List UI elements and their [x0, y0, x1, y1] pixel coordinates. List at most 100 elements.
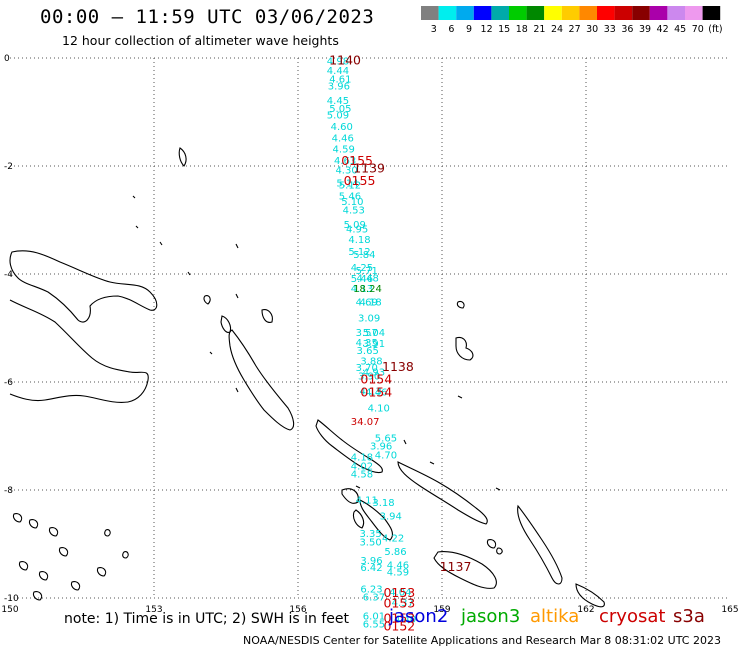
wave-height-value: 4.45 — [327, 96, 349, 107]
coastline-western-islets — [12, 513, 129, 601]
pass-time-labels: 1140015511390155113801540154113701530153… — [329, 52, 471, 633]
wave-height-value: 4.46 — [387, 560, 409, 571]
colorbar-label: 45 — [674, 24, 686, 35]
wave-height-value: 5.71 — [356, 266, 378, 277]
colorbar-swatch — [685, 6, 703, 20]
wave-height-value: 6.55 — [363, 620, 385, 631]
wave-height-value: 3.96 — [360, 556, 382, 567]
wave-height-value: 4.22 — [382, 533, 404, 544]
coastline-islet-2 — [178, 147, 187, 167]
wave-height-value: 6.42 — [360, 563, 382, 574]
wave-height-value: 3.96 — [328, 81, 350, 92]
wave-height-value: 4.35 — [356, 338, 378, 349]
lon-tick-label: 150 — [1, 605, 18, 615]
colorbar-swatch — [456, 6, 474, 20]
colorbar-swatch — [509, 6, 527, 20]
wave-height-value: 3.18 — [372, 498, 394, 509]
lat-tick-label: -10 — [4, 594, 19, 604]
page-subtitle: 12 hour collection of altimeter wave hei… — [62, 33, 339, 48]
wave-height-value: 4.58 — [351, 470, 373, 481]
wave-height-value: 5.46 — [351, 274, 373, 285]
lon-tick-label: 153 — [145, 605, 162, 615]
coastline-guadalcanal — [433, 551, 497, 589]
wave-height-value: 3.65 — [357, 346, 379, 357]
wave-height-value: 3.35 — [359, 529, 381, 540]
wave-height-value: 4.04 — [389, 587, 411, 598]
pass-time-label: 1138 — [382, 359, 414, 374]
wave-height-value: 4.13 — [359, 386, 381, 397]
lat-tick-label: -4 — [4, 270, 13, 280]
coastline-islet-5 — [132, 195, 501, 491]
wave-height-value: 4.25 — [351, 263, 373, 274]
pass-time-label: 0154 — [360, 385, 392, 400]
wave-height-value: 4.30 — [335, 166, 357, 177]
pass-time-label: 0152 — [383, 618, 415, 633]
wave-height-value: 3.94 — [380, 512, 402, 523]
satellite-legend-s3a: s3a — [673, 606, 705, 627]
wave-height-value: 5.14 — [336, 179, 358, 190]
coastline-makira — [575, 583, 605, 608]
wave-height-value: 4.95 — [346, 224, 368, 235]
colorbar-label: 9 — [466, 24, 472, 35]
wave-height-value: 4.53 — [343, 206, 365, 217]
pass-time-label: 1140 — [329, 52, 361, 67]
lat-tick-label: 0 — [4, 54, 10, 64]
wave-height-value: 4.02 — [351, 461, 373, 472]
wave-height-value: 3.96 — [370, 442, 392, 453]
lat-tick-label: -8 — [4, 486, 13, 496]
colorbar-label: 42 — [657, 24, 669, 35]
wave-height-value: 4.40 — [394, 614, 416, 625]
wave-height-value: 4.44 — [327, 66, 349, 77]
colorbar-label: (ft) — [708, 24, 722, 35]
pass-time-label: 0153 — [383, 585, 415, 600]
wave-height-value: 5.12 — [348, 247, 370, 258]
colorbar-label: 39 — [639, 24, 651, 35]
wave-height-value: 4.18 — [351, 452, 373, 463]
wave-height-value: 4.59 — [333, 145, 355, 156]
wave-height-value: 4.60 — [331, 122, 353, 133]
satellite-legend-cryosat: cryosat — [599, 606, 666, 627]
wave-height-value: 4.10 — [368, 404, 390, 415]
coastline-buka — [220, 315, 232, 333]
color-scale-legend: 3 6 9 12 15 18 21 24 27 30 33 36 39 42 45 70 (ft) — [421, 6, 723, 35]
lat-tick-label: -2 — [4, 162, 13, 172]
coastline-santa-isabel — [397, 461, 488, 525]
wave-height-value: 3.09 — [358, 314, 380, 325]
wave-height-value: 6.01 — [363, 612, 385, 623]
coastline-new-britain — [9, 299, 149, 403]
wave-height-value: 3.88 — [360, 357, 382, 368]
page-title: 00:00 – 11:59 UTC 03/06/2023 — [40, 6, 375, 28]
wave-height-value: 4.69 — [356, 297, 378, 308]
wave-height-value: 4.70 — [375, 451, 397, 462]
colorbar-swatch — [526, 6, 545, 20]
colorbar-label: 36 — [621, 24, 633, 35]
wave-height-value: 4.61 — [329, 74, 351, 85]
wave-height-value: 4.37 — [392, 598, 414, 609]
colorbar-swatch — [614, 6, 633, 20]
colorbar-label: 3 — [431, 24, 437, 35]
wave-height-value: 5.86 — [384, 547, 406, 558]
coastline-islet-3 — [261, 309, 273, 323]
wave-height-value: 5.05 — [329, 104, 351, 115]
pass-time-label: 0155 — [344, 173, 376, 188]
colorbar-label: 12 — [481, 24, 493, 35]
wave-height-value: 4.48 — [357, 274, 379, 285]
wave-height-value: 3.91 — [363, 339, 385, 350]
coastline-new-ireland — [9, 250, 158, 323]
colorbar-swatch — [438, 6, 457, 20]
wave-height-value: 4.93 — [363, 368, 385, 379]
wave-height-value: 6.23 — [360, 585, 382, 596]
wave-height-value: 4.18 — [359, 297, 381, 308]
colorbar-swatch — [561, 6, 580, 20]
wave-height-value: 5.65 — [375, 433, 397, 444]
coastlines — [9, 147, 605, 608]
colorbar-swatch — [491, 6, 509, 20]
wave-height-value: 3.50 — [359, 538, 381, 549]
pass-time-label: 1139 — [353, 160, 385, 175]
wave-height-value: 4.46 — [332, 134, 354, 145]
wave-height-value: 3.90 — [358, 371, 380, 382]
coastline-nggela — [486, 539, 503, 555]
wave-height-value: 3.70 — [356, 363, 378, 374]
satellite-legend-jason3: jason3 — [461, 606, 521, 627]
